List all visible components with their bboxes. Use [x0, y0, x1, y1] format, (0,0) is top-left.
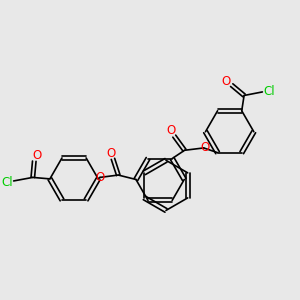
Text: O: O [200, 141, 209, 154]
Text: Cl: Cl [1, 176, 13, 189]
Text: O: O [222, 75, 231, 88]
Text: O: O [32, 149, 41, 162]
Text: Cl: Cl [263, 85, 275, 98]
Text: O: O [166, 124, 175, 137]
Text: O: O [95, 171, 105, 184]
Text: O: O [107, 147, 116, 160]
